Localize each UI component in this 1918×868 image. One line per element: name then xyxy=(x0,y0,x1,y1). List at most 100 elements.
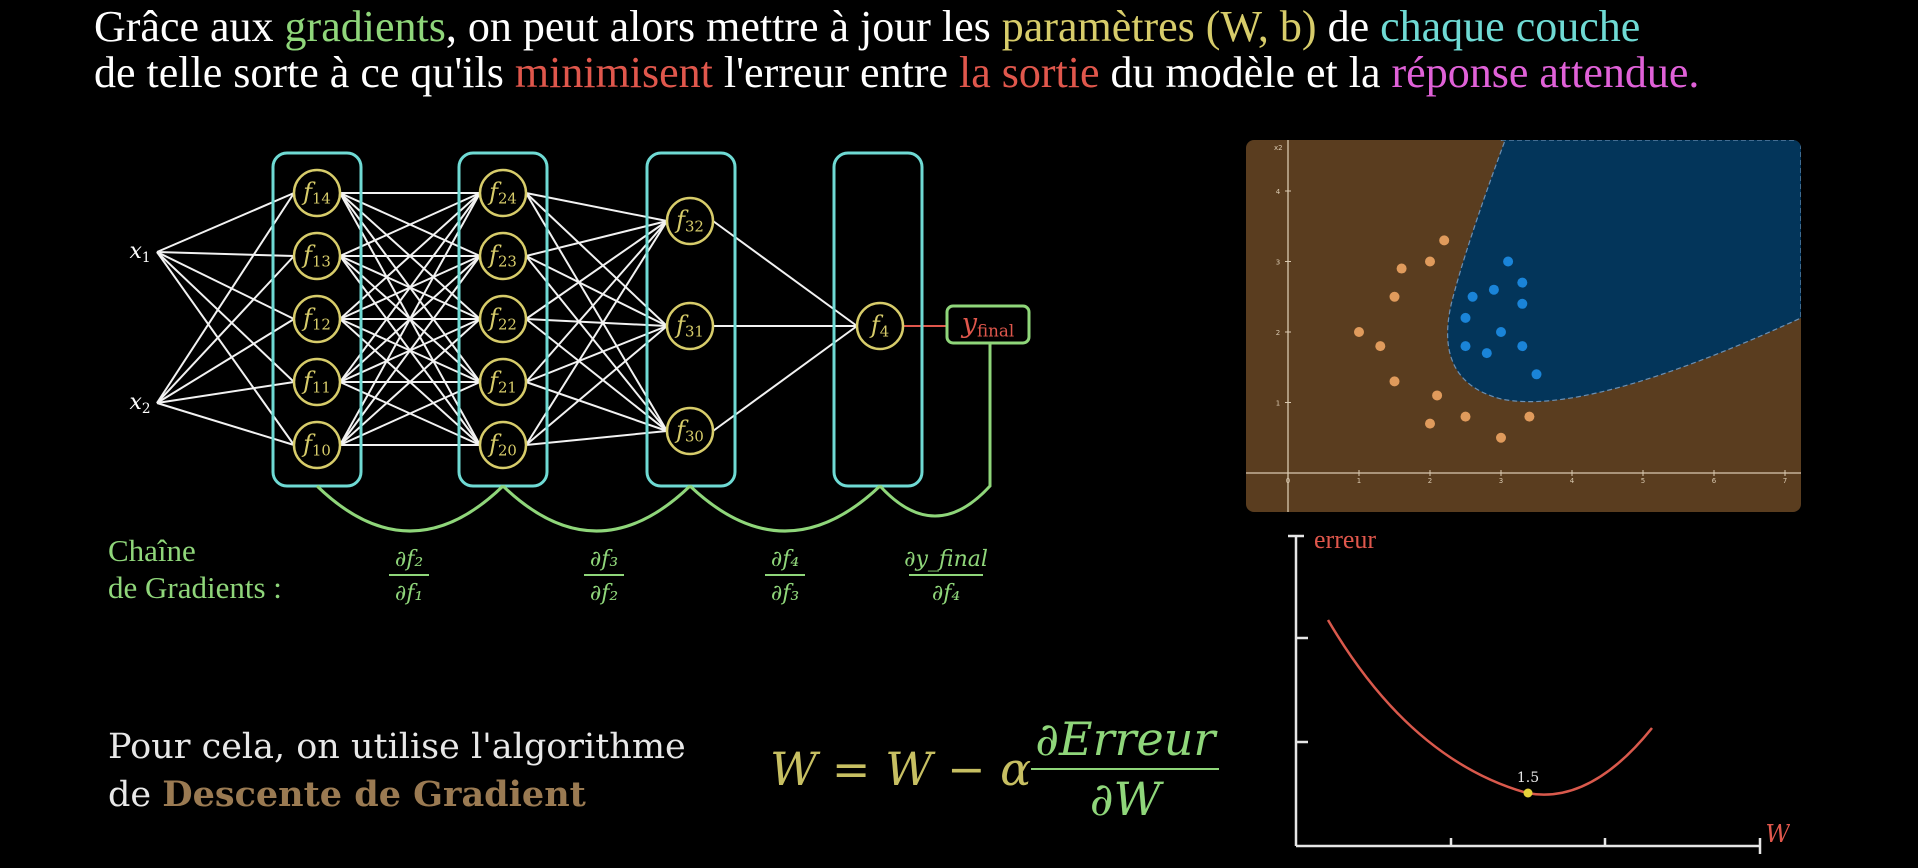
class-a-point xyxy=(1375,341,1386,352)
connection-line xyxy=(525,325,668,446)
title-text: l'erreur entre xyxy=(712,48,959,98)
connection-line xyxy=(525,220,668,383)
class-a-point xyxy=(1354,327,1364,337)
title-couche: chaque couche xyxy=(1380,2,1641,51)
neuron-node xyxy=(665,301,715,351)
chain-label-line-2: de Gradients : xyxy=(108,570,282,606)
connection-line xyxy=(339,318,481,446)
x-tick-label: 3 xyxy=(1499,477,1503,485)
neuron-label: f22 xyxy=(487,304,517,334)
connection-line xyxy=(525,430,668,446)
connection-line xyxy=(525,192,668,327)
class-a-point xyxy=(1524,411,1535,422)
marker-label: 1.5 xyxy=(1517,770,1539,786)
input-label: x2 xyxy=(129,390,150,417)
connection-line xyxy=(339,192,481,383)
neuron-node xyxy=(478,357,528,407)
class-b-point xyxy=(1460,312,1471,323)
fraction-denominator: ∂f₂ xyxy=(590,581,618,606)
chain-label: Chaîne de Gradients : xyxy=(108,532,282,606)
fraction-numerator: ∂f₃ xyxy=(590,547,618,572)
x-tick-label: 1 xyxy=(1357,477,1361,485)
neuron-node xyxy=(292,231,342,281)
connection-line xyxy=(339,192,481,320)
connection-line xyxy=(525,381,668,432)
fraction-numerator: ∂f₂ xyxy=(395,547,423,572)
connection-line xyxy=(156,251,295,446)
connection-line xyxy=(525,255,668,432)
class-b-point xyxy=(1503,256,1514,267)
connection-line xyxy=(156,255,295,404)
loss-curve-plot: 1.5 erreur W xyxy=(1288,525,1790,854)
fraction-numerator: ∂f₄ xyxy=(771,547,799,572)
output-label: yfinal xyxy=(961,308,1015,341)
fraction-denominator: ∂f₄ xyxy=(932,581,960,606)
class-a-point xyxy=(1396,263,1407,274)
connection-line xyxy=(339,255,481,446)
y-tick-label: 4 xyxy=(1276,188,1281,196)
y-axis-label: x2 xyxy=(1274,144,1283,152)
algorithm-caption: Pour cela, on utilise l'algorithme de De… xyxy=(108,724,686,820)
title-text: du modèle et la xyxy=(1099,48,1392,98)
neuron-node xyxy=(665,196,715,246)
connection-line xyxy=(525,192,668,432)
neuron-node xyxy=(665,406,715,456)
decision-boundary-plot: 0 1 2 3 4 5 6 7 1 2 3 4 x2 xyxy=(1246,140,1801,512)
loss-curve xyxy=(1326,619,1653,796)
class-b-point xyxy=(1531,369,1542,380)
output-box xyxy=(945,304,1031,345)
title-line-1: Grâce aux gradients, on peut alors mettr… xyxy=(94,2,1914,51)
title-text: , on peut alors mettre à jour les xyxy=(445,2,1002,51)
neuron-node xyxy=(478,168,528,218)
fraction-denominator: ∂f₁ xyxy=(395,581,423,606)
chain-fraction: ∂y_final ∂f₄ xyxy=(904,547,988,606)
loss-minimum-marker xyxy=(1523,788,1533,798)
title-text: de xyxy=(1316,2,1381,51)
class-a-point xyxy=(1389,291,1400,302)
x-tick-label: 4 xyxy=(1570,477,1575,485)
class-a-point xyxy=(1425,256,1435,267)
class-b-point xyxy=(1496,327,1506,337)
class-b-point xyxy=(1467,291,1478,302)
fraction-denominator: ∂f₃ xyxy=(771,581,799,606)
input-label: x1 xyxy=(129,239,150,266)
connection-line xyxy=(156,402,295,446)
class-b-point xyxy=(1517,277,1528,288)
class-a-point xyxy=(1432,390,1443,401)
class-b-point xyxy=(1517,341,1528,352)
class-a-point xyxy=(1496,432,1506,443)
x-tick-label: 7 xyxy=(1783,477,1787,485)
class-a-point xyxy=(1460,411,1471,422)
connection-lines xyxy=(156,192,858,446)
gradient-arc xyxy=(688,484,882,533)
neuron-node xyxy=(292,168,342,218)
connection-line xyxy=(156,318,295,404)
connection-line xyxy=(156,192,295,404)
gradient-arc xyxy=(501,484,692,533)
chain-fraction: ∂f₄ ∂f₃ xyxy=(765,547,805,606)
x-tick-label: 0 xyxy=(1286,477,1290,485)
chain-fraction: ∂f₂ ∂f₁ xyxy=(389,547,429,606)
connection-line xyxy=(525,255,668,327)
slide-title: Grâce aux gradients, on peut alors mettr… xyxy=(94,2,1914,98)
connection-line xyxy=(156,251,295,383)
fraction-numerator: ∂y_final xyxy=(904,547,988,572)
connection-line xyxy=(525,220,668,446)
connection-line xyxy=(525,220,668,320)
x-tick-label: 2 xyxy=(1428,477,1432,485)
neuron-node xyxy=(292,357,342,407)
title-sortie: la sortie xyxy=(959,48,1100,98)
class-b-point xyxy=(1488,284,1499,295)
title-reponse: réponse attendue. xyxy=(1391,48,1700,98)
gradient-arc xyxy=(315,484,505,533)
y-tick-label: 3 xyxy=(1276,259,1280,267)
class-a-point xyxy=(1389,376,1400,387)
neuron-node xyxy=(478,420,528,470)
formula-denominator: ∂W xyxy=(1031,768,1220,826)
neuron-node xyxy=(292,294,342,344)
neuron-node xyxy=(478,231,528,281)
loss-axes xyxy=(1288,534,1762,854)
chain-label-line-1: Chaîne xyxy=(108,533,196,568)
title-params: paramètres (W, b) xyxy=(1001,2,1317,51)
